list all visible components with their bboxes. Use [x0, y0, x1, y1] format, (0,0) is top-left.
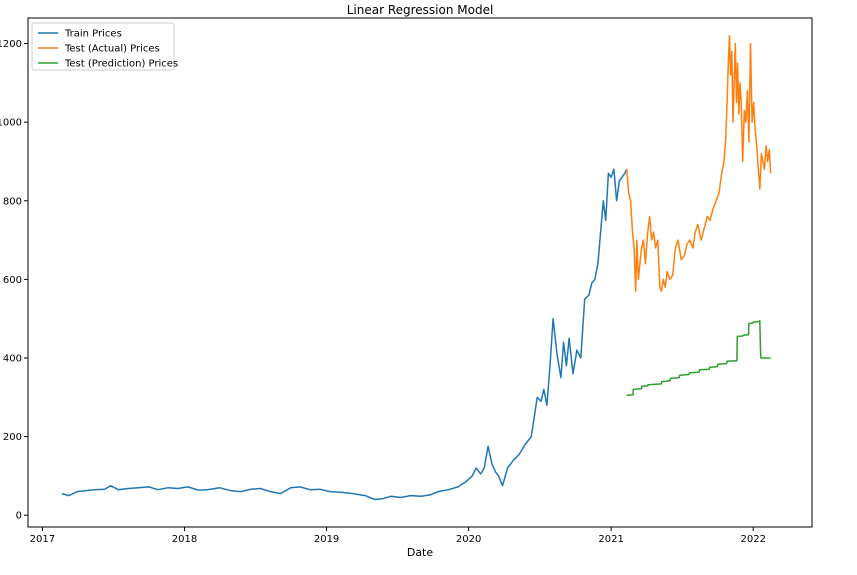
- legend-label: Test (Actual) Prices: [64, 44, 160, 55]
- x-tick-label: 2021: [598, 534, 623, 545]
- legend: Train Prices Test (Actual) Prices Test (Pr…: [31, 22, 178, 71]
- y-axis: 0 200 400 600 800 1000 1200: [0, 39, 28, 522]
- legend-box: [31, 22, 175, 71]
- x-tick-label: 2018: [172, 534, 197, 545]
- y-tick-label: 600: [3, 275, 22, 286]
- series-line-1: [61, 168, 628, 501]
- chart-title: Linear Regression Model: [347, 3, 494, 17]
- y-tick-label: 1000: [0, 118, 22, 129]
- series-layer: [61, 34, 772, 501]
- y-tick-label: 1200: [0, 39, 22, 50]
- plot-background: [28, 18, 812, 527]
- y-tick-label: 200: [3, 432, 22, 443]
- series-line-2: [625, 34, 772, 292]
- y-tick-label: 800: [3, 196, 22, 207]
- x-tick-label: 2020: [456, 534, 481, 545]
- y-tick-label: 0: [16, 511, 22, 522]
- legend-label: Train Prices: [64, 29, 122, 40]
- x-tick-label: 2022: [740, 534, 765, 545]
- x-tick-label: 2017: [30, 534, 55, 545]
- plot-frame: [27, 17, 813, 528]
- x-axis: 2017 2018 2019 2020 2021 2022: [30, 527, 766, 545]
- x-tick-label: 2019: [314, 534, 339, 545]
- y-tick-label: 400: [3, 353, 22, 364]
- series-line-3: [626, 319, 771, 397]
- x-axis-label: Date: [407, 546, 434, 559]
- legend-label: Test (Prediction) Prices: [64, 59, 178, 70]
